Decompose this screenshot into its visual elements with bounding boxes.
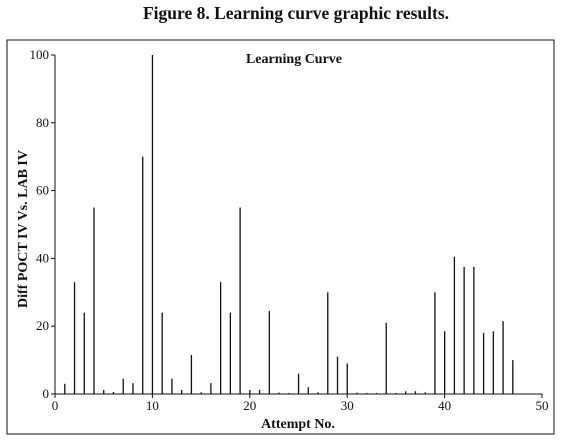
y-tick-label: 0 (43, 386, 50, 401)
bar (336, 356, 339, 394)
bar (473, 266, 475, 395)
y-tick-label: 100 (30, 47, 50, 62)
bar (132, 383, 134, 394)
bar (142, 156, 144, 394)
bar (278, 392, 280, 394)
bar (375, 392, 378, 394)
bar (385, 322, 387, 394)
bar (229, 312, 232, 394)
bar (219, 282, 222, 394)
bar (434, 292, 436, 394)
bar (83, 312, 85, 394)
bar (112, 391, 115, 394)
bar (161, 312, 163, 394)
y-axis-label: Diff POCT IV Vs. LAB IV (16, 150, 31, 308)
bar (444, 331, 446, 394)
bar (502, 321, 504, 394)
bar (93, 207, 95, 394)
bar (366, 392, 368, 394)
bar (405, 391, 407, 394)
y-ticks: 0 20 40 60 80 100 (30, 47, 55, 401)
bar (482, 332, 485, 394)
bar (200, 392, 202, 394)
bar (492, 331, 494, 394)
x-tick-label: 20 (243, 398, 256, 413)
bar (171, 378, 173, 394)
bar (424, 392, 426, 394)
x-axis-label: Attempt No. (261, 417, 335, 432)
x-ticks: 0 10 20 30 40 50 (52, 394, 549, 413)
bar (395, 392, 397, 394)
y-tick-label: 60 (36, 183, 49, 198)
y-tick-label: 20 (36, 318, 49, 333)
bar (463, 266, 465, 395)
bar (268, 310, 270, 394)
bar (297, 373, 300, 394)
bar (190, 355, 193, 394)
bar (317, 392, 319, 394)
bar (64, 383, 66, 394)
bar (239, 207, 241, 394)
plot-frame (6, 39, 555, 435)
bar (414, 391, 417, 394)
bar (122, 378, 124, 394)
bar (210, 383, 212, 394)
x-tick-label: 50 (536, 398, 549, 413)
x-tick-label: 0 (52, 398, 59, 413)
bar (453, 256, 456, 394)
bar (356, 392, 358, 394)
bar (307, 387, 309, 394)
bar (288, 392, 290, 394)
bars (64, 55, 514, 395)
bar (249, 389, 251, 394)
x-tick-label: 30 (341, 398, 354, 413)
figure-caption: Figure 8. Learning curve graphic results… (143, 3, 449, 23)
bar (73, 282, 76, 394)
y-tick-label: 80 (36, 115, 49, 130)
bar (346, 363, 348, 394)
bar (103, 389, 105, 394)
y-tick-label: 40 (36, 250, 49, 265)
bar (512, 360, 514, 394)
bar (181, 389, 183, 394)
x-tick-label: 40 (438, 398, 451, 413)
bar (151, 55, 154, 394)
bar (258, 389, 261, 394)
chart-title: Learning Curve (246, 52, 342, 67)
bar (327, 292, 329, 394)
x-tick-label: 10 (146, 398, 159, 413)
